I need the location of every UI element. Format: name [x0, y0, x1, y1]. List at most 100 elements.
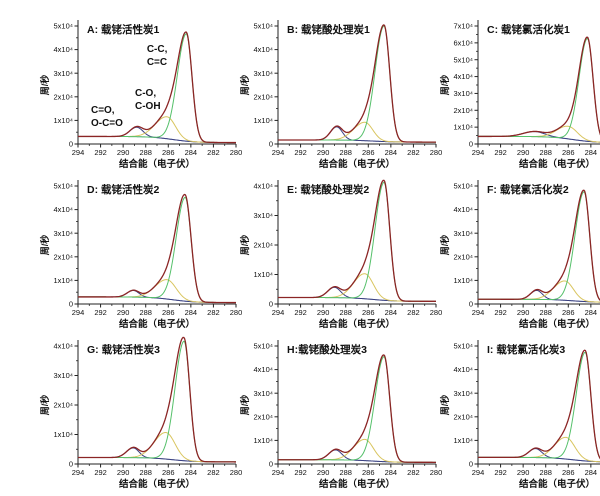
y-tick-label: 4x10⁴	[54, 205, 74, 214]
x-axis-label: 结合能（电子伏）	[518, 158, 595, 170]
x-tick-label: 294	[472, 148, 485, 157]
x-tick-label: 284	[385, 308, 398, 317]
x-axis-label: 结合能（电子伏）	[318, 478, 395, 490]
x-tick-label: 290	[517, 308, 530, 317]
y-tick-label: 6x10⁴	[454, 38, 474, 47]
xps-panel-e: 0 1x10⁴ 2x10⁴ 3x10⁴ 4x10⁴ 294 292 290 288 286 284 2…	[239, 176, 442, 336]
component-curve-peak_green	[78, 196, 236, 304]
component-curve-peak_green	[478, 191, 600, 301]
x-tick-label: 288	[139, 468, 152, 477]
axis-lines	[77, 340, 236, 465]
y-tick-label: 4x10⁴	[254, 45, 274, 54]
y-tick-label: 0	[469, 460, 473, 469]
component-curve-peak_navy	[78, 447, 236, 463]
peak-annotation: C-OH	[135, 101, 161, 112]
y-tick-label: 2x10⁴	[54, 252, 74, 261]
panel-title: I: 载铑氯活化炭3	[487, 343, 565, 356]
y-tick-label: 2x10⁴	[54, 92, 74, 101]
y-tick-label: 0	[269, 300, 273, 309]
x-tick-label: 294	[472, 308, 485, 317]
y-tick-label: 3x10⁴	[54, 69, 74, 78]
envelope-curve	[478, 36, 600, 138]
y-tick-label: 4x10⁴	[454, 365, 474, 374]
x-tick-label: 290	[517, 148, 530, 157]
x-tick-label: 284	[385, 148, 398, 157]
envelope-curve	[478, 189, 600, 301]
x-tick-label: 290	[517, 468, 530, 477]
y-tick-label: 0	[69, 140, 73, 149]
envelope-curve	[278, 354, 436, 463]
y-axis-label: 周/秒	[439, 75, 450, 96]
x-tick-label: 288	[539, 148, 552, 157]
x-tick-label: 286	[562, 308, 575, 317]
axis-lines	[477, 20, 600, 145]
y-axis-label: 周/秒	[439, 235, 450, 256]
peak-annotation: C=C	[147, 57, 167, 68]
x-tick-label: 286	[162, 148, 175, 157]
y-tick-label: 5x10⁴	[54, 182, 74, 191]
y-tick-label: 3x10⁴	[454, 89, 474, 98]
x-tick-label: 280	[230, 308, 243, 317]
x-tick-label: 292	[294, 308, 307, 317]
y-tick-label: 1x10⁴	[454, 436, 474, 445]
xps-panel-h: 0 1x10⁴ 2x10⁴ 3x10⁴ 4x10⁴ 5x10⁴ 294 292 290 288 28…	[239, 336, 442, 496]
xps-panel-c: 0 1x10⁴ 2x10⁴ 3x10⁴ 4x10⁴ 5x10⁴ 6x10⁴ 7x10⁴ 294 2…	[439, 16, 600, 176]
y-tick-label: 2x10⁴	[254, 241, 274, 250]
x-tick-label: 294	[272, 468, 285, 477]
x-tick-label: 286	[562, 148, 575, 157]
x-tick-label: 292	[94, 308, 107, 317]
x-tick-label: 286	[362, 148, 375, 157]
background-curve	[478, 135, 600, 143]
spectrum-plot-A: 0 1x10⁴ 2x10⁴ 3x10⁴ 4x10⁴ 5x10⁴ 294 292 290 288 28…	[39, 20, 242, 170]
component-curve-peak_navy	[478, 448, 600, 463]
axis-lines	[477, 180, 600, 305]
y-tick-label: 0	[469, 140, 473, 149]
peak-annotation: C-C,	[147, 44, 168, 55]
x-tick-label: 282	[207, 148, 220, 157]
axis-lines	[77, 180, 236, 305]
x-tick-label: 288	[339, 308, 352, 317]
peak-annotation: C=O,	[91, 105, 115, 116]
y-axis-label: 周/秒	[39, 235, 50, 256]
x-tick-label: 290	[117, 148, 130, 157]
y-axis-label: 周/秒	[239, 395, 250, 416]
axis-lines	[277, 180, 436, 305]
xps-panel-g: 0 1x10⁴ 2x10⁴ 3x10⁴ 4x10⁴ 294 292 290 288 286 284 2…	[39, 336, 242, 496]
envelope-curve	[478, 349, 600, 460]
y-tick-label: 0	[269, 140, 273, 149]
y-tick-label: 2x10⁴	[454, 252, 474, 261]
x-tick-label: 282	[407, 468, 420, 477]
x-axis-label: 结合能（电子伏）	[518, 478, 595, 490]
x-tick-label: 292	[494, 148, 507, 157]
xps-figure-grid: 0 1x10⁴ 2x10⁴ 3x10⁴ 4x10⁴ 5x10⁴ 294 292 290 288 28…	[39, 16, 600, 490]
y-tick-label: 5x10⁴	[454, 55, 474, 64]
y-tick-label: 1x10⁴	[54, 430, 74, 439]
x-tick-label: 290	[117, 308, 130, 317]
y-axis-label: 周/秒	[239, 75, 250, 96]
x-tick-label: 280	[430, 148, 443, 157]
y-tick-label: 1x10⁴	[454, 276, 474, 285]
x-tick-label: 292	[294, 468, 307, 477]
component-curve-peak_navy	[478, 289, 600, 303]
x-tick-label: 288	[539, 468, 552, 477]
spectrum-plot-I: 0 1x10⁴ 2x10⁴ 3x10⁴ 4x10⁴ 5x10⁴ 294 292 290 288 28…	[439, 340, 600, 490]
x-tick-label: 288	[339, 468, 352, 477]
y-tick-label: 2x10⁴	[454, 412, 474, 421]
y-tick-label: 1x10⁴	[54, 116, 74, 125]
x-tick-label: 290	[317, 308, 330, 317]
y-axis-label: 周/秒	[39, 395, 50, 416]
xps-panel-b: 0 1x10⁴ 2x10⁴ 3x10⁴ 4x10⁴ 5x10⁴ 294 292 290 288 28…	[239, 16, 443, 176]
x-tick-label: 284	[185, 308, 198, 317]
spectrum-plot-G: 0 1x10⁴ 2x10⁴ 3x10⁴ 4x10⁴ 294 292 290 288 286 284 2…	[39, 336, 242, 490]
y-tick-label: 3x10⁴	[254, 211, 274, 220]
x-tick-label: 284	[585, 308, 598, 317]
panel-title: C: 载铑氯活化炭1	[487, 23, 570, 36]
component-curve-peak_navy	[278, 449, 436, 463]
xps-panel-i: 0 1x10⁴ 2x10⁴ 3x10⁴ 4x10⁴ 5x10⁴ 294 292 290 288 28…	[439, 336, 600, 496]
peak-annotation: O-C=O	[91, 118, 123, 129]
x-tick-label: 292	[94, 468, 107, 477]
y-tick-label: 0	[69, 300, 73, 309]
x-tick-label: 290	[317, 148, 330, 157]
spectrum-plot-D: 0 1x10⁴ 2x10⁴ 3x10⁴ 4x10⁴ 5x10⁴ 294 292 290 288 28…	[39, 180, 243, 330]
x-axis-label: 结合能（电子伏）	[318, 158, 395, 170]
